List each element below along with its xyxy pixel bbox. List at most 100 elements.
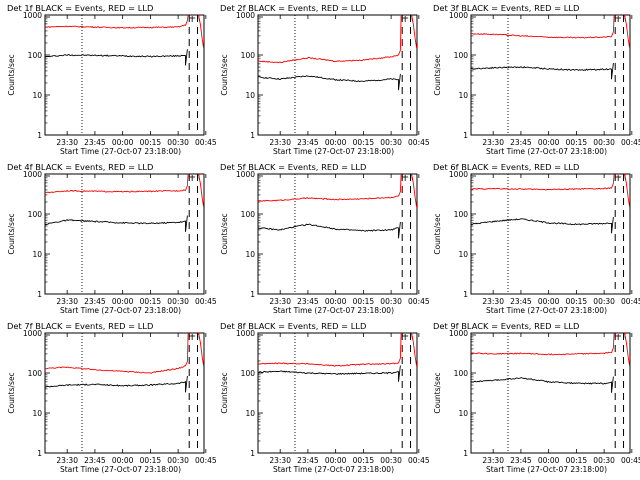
y-tick-label: 1 [37,131,42,140]
series-line-events [44,215,188,232]
x-tick-label: 23:45 [84,138,106,147]
y-axis-label: Counts/sec [7,213,16,254]
x-tick-label: 00:30 [593,456,615,465]
series-line-events [44,375,188,393]
y-tick-label: 10 [245,250,255,259]
x-tick-label: 00:30 [167,456,189,465]
y-axis-label: Counts/sec [433,213,442,254]
series-line-lld-decay [198,14,205,49]
plot-frame [257,173,418,295]
panel-title: Det 5f BLACK = Events, RED = LLD [220,162,366,172]
y-tick-label: 100 [241,51,256,60]
plot-frame [44,14,205,136]
x-axis-label: Start Time (27-Oct-07 23:18:00) [273,306,394,315]
panel-det-1: Det 1f BLACK = Events, RED = LLD 1 10 100 10… [7,3,217,156]
x-axis-label: Start Time (27-Oct-07 23:18:00) [486,465,607,474]
x-tick-label: 00:00 [325,456,347,465]
x-tick-label: 23:45 [297,456,319,465]
x-axis-label: Start Time (27-Oct-07 23:18:00) [486,306,607,315]
x-tick-label: 00:45 [195,297,217,306]
series-line-lld-decay [624,332,631,367]
x-tick-label: 00:00 [112,297,134,306]
series-line-events [44,49,188,66]
x-tick-label: 00:45 [408,297,430,306]
y-tick-label: 100 [28,210,43,219]
y-axis-label: Counts/sec [220,54,229,95]
x-tick-label: 23:45 [84,297,106,306]
y-tick-label: 1 [463,449,468,458]
x-tick-label: 23:30 [482,297,504,306]
y-tick-label: 1 [37,449,42,458]
plot-frame [257,14,418,136]
x-tick-label: 00:30 [593,138,615,147]
x-tick-label: 23:45 [510,456,532,465]
panel-title: Det 2f BLACK = Events, RED = LLD [220,3,366,13]
plot-frame [44,173,205,295]
x-tick-label: 00:30 [380,456,402,465]
y-tick-label: 100 [454,51,469,60]
y-tick-label: 10 [458,91,468,100]
x-tick-label: 00:30 [167,297,189,306]
x-tick-label: 00:45 [195,456,217,465]
y-axis-label: Counts/sec [220,213,229,254]
y-tick-label: 10 [245,91,255,100]
y-tick-label: 100 [28,51,43,60]
x-axis-label: Start Time (27-Oct-07 23:18:00) [60,147,181,156]
series-line-lld [257,332,402,367]
series-line-events [470,376,614,393]
x-tick-label: 00:30 [593,297,615,306]
x-tick-label: 23:45 [297,297,319,306]
x-tick-label: 23:30 [482,456,504,465]
x-axis-label: Start Time (27-Oct-07 23:18:00) [60,306,181,315]
panel-title: Det 1f BLACK = Events, RED = LLD [7,3,153,13]
series-line-events [257,221,401,239]
x-tick-label: 23:45 [510,138,532,147]
series-line-lld [44,173,189,194]
x-tick-label: 00:30 [380,138,402,147]
x-tick-label: 23:30 [56,138,78,147]
y-tick-label: 100 [454,369,469,378]
x-tick-label: 00:00 [538,297,560,306]
panel-title: Det 4f BLACK = Events, RED = LLD [7,162,153,172]
y-tick-label: 100 [241,369,256,378]
x-tick-label: 23:30 [269,456,291,465]
y-tick-label: 10 [32,409,42,418]
x-tick-label: 00:15 [140,297,162,306]
panel-det-7: Det 7f BLACK = Events, RED = LLD 1 10 100 10… [7,321,217,474]
panel-title: Det 6f BLACK = Events, RED = LLD [433,162,579,172]
x-tick-label: 00:15 [353,456,375,465]
x-tick-label: 00:15 [140,456,162,465]
x-tick-label: 00:00 [325,297,347,306]
y-tick-label: 1 [250,449,255,458]
y-tick-label: 100 [241,210,256,219]
y-tick-label: 1 [463,131,468,140]
x-tick-label: 23:30 [56,456,78,465]
series-line-lld-decay [411,332,418,367]
y-axis-label: Counts/sec [7,54,16,95]
x-tick-label: 00:30 [167,138,189,147]
series-line-events [257,73,401,91]
x-tick-label: 00:45 [195,138,217,147]
series-line-lld [257,14,402,64]
y-tick-label: 1 [37,290,42,299]
series-line-lld [470,14,615,39]
y-tick-label: 1 [250,131,255,140]
y-tick-label: 10 [458,250,468,259]
y-tick-label: 10 [32,91,42,100]
y-axis-label: Counts/sec [220,372,229,413]
x-tick-label: 00:15 [140,138,162,147]
y-tick-label: 10 [245,409,255,418]
x-tick-label: 00:15 [566,456,588,465]
y-tick-label: 1000 [236,170,255,179]
x-tick-label: 00:00 [112,456,134,465]
series-line-events [257,365,401,382]
series-line-lld-decay [411,173,418,208]
x-tick-label: 00:00 [325,138,347,147]
y-axis-label: Counts/sec [433,54,442,95]
panel-det-5: Det 5f BLACK = Events, RED = LLD 1 10 100 10… [220,162,430,315]
series-line-events [470,62,614,80]
x-tick-label: 00:45 [621,297,640,306]
y-tick-label: 1000 [23,11,42,20]
